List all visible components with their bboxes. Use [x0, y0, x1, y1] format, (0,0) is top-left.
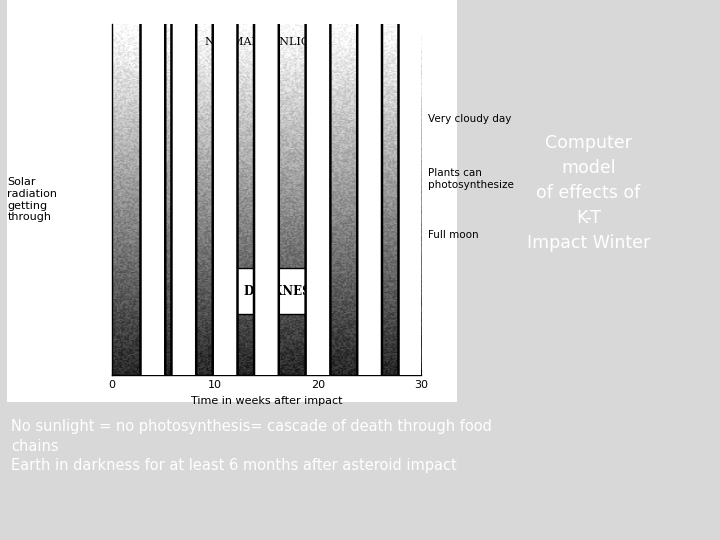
Ellipse shape — [140, 0, 166, 540]
Text: Plants can
photosynthesize: Plants can photosynthesize — [428, 168, 514, 190]
Text: Very cloudy day: Very cloudy day — [428, 114, 512, 124]
Ellipse shape — [254, 0, 279, 540]
Text: No sunlight = no photosynthesis= cascade of death through food
chains
Earth in d: No sunlight = no photosynthesis= cascade… — [11, 419, 492, 474]
Text: Solar
radiation
getting
through: Solar radiation getting through — [7, 178, 58, 222]
Text: Full moon: Full moon — [428, 230, 479, 240]
Ellipse shape — [171, 0, 197, 540]
Text: NORMAL SUNLIGHT: NORMAL SUNLIGHT — [205, 37, 328, 46]
Ellipse shape — [357, 0, 382, 540]
Text: Computer
model
of effects of
K-T
Impact Winter: Computer model of effects of K-T Impact … — [527, 134, 650, 252]
FancyBboxPatch shape — [235, 268, 328, 314]
Text: DARKNESS: DARKNESS — [244, 285, 320, 298]
Ellipse shape — [305, 0, 330, 540]
Ellipse shape — [212, 0, 238, 540]
X-axis label: Time in weeks after impact: Time in weeks after impact — [191, 396, 342, 406]
Ellipse shape — [398, 0, 423, 540]
